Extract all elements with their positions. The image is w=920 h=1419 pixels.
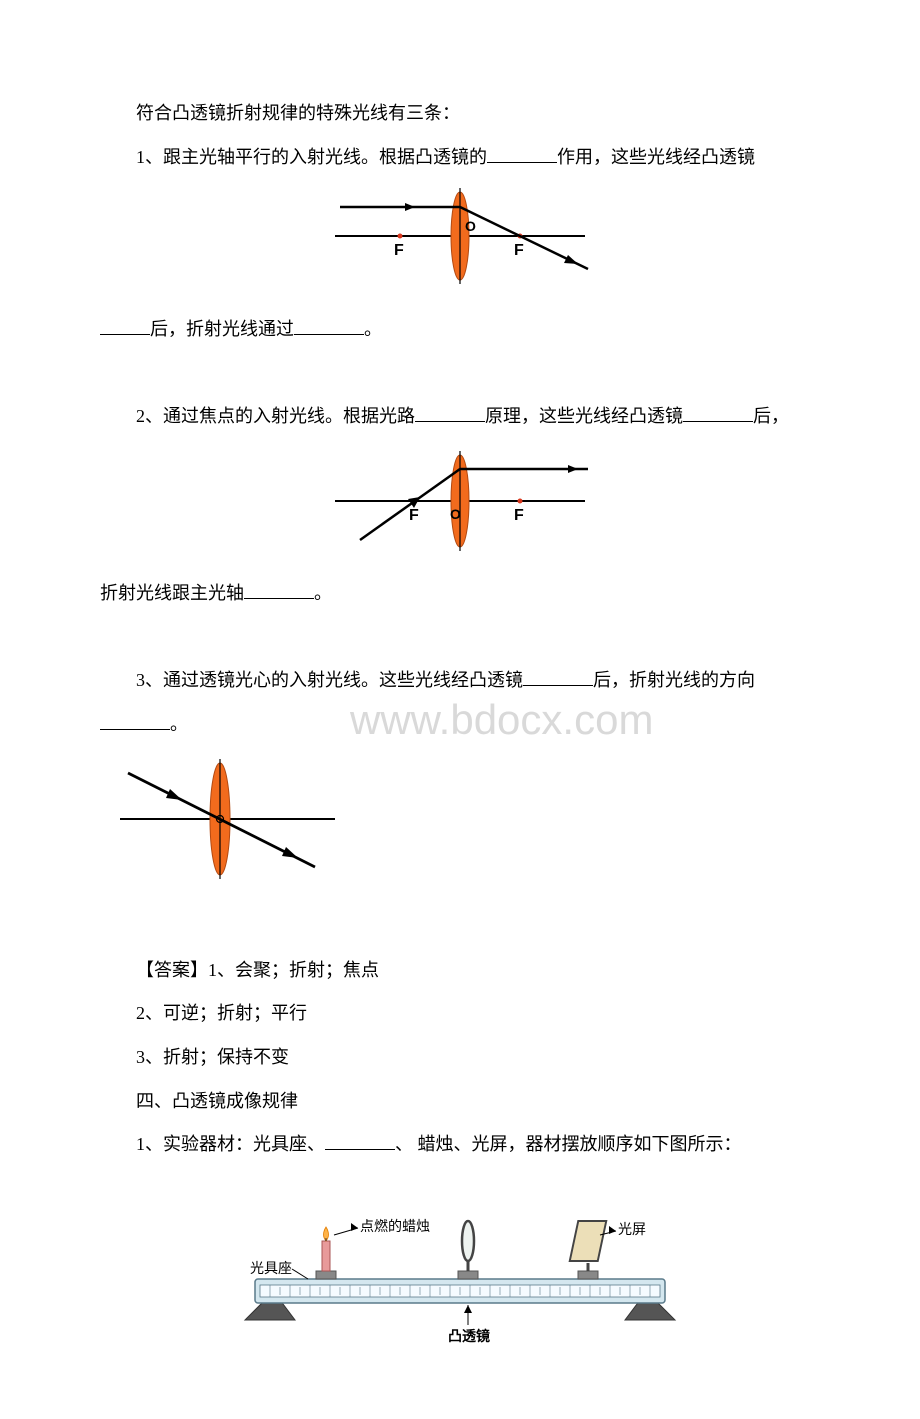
item2-line2: 折射光线跟主光轴 。 <box>100 574 820 614</box>
label-lens-bottom: 凸透镜 <box>448 1328 490 1345</box>
label-screen: 光屏 <box>618 1222 646 1238</box>
label-candle: 点燃的蜡烛 <box>360 1218 430 1235</box>
item3-line1: 3、通过透镜光心的入射光线。这些光线经凸透镜 后，折射光线的方向 <box>100 661 820 701</box>
answer-3: 3、折射；保持不变 <box>100 1038 820 1078</box>
item2-b: 原理，这些光线经凸透镜 <box>485 406 683 426</box>
item1-c: 后，折射光线通过 <box>150 319 294 339</box>
svg-text:O: O <box>450 506 461 522</box>
blank-1-2 <box>100 317 150 335</box>
blank-3-1 <box>523 668 593 686</box>
item3-c: 。 <box>170 714 188 734</box>
item2-a: 2、通过焦点的入射光线。根据光路 <box>136 406 415 426</box>
item2-d: 折射光线跟主光轴 <box>100 583 244 603</box>
diagram-1: F F O <box>100 181 820 306</box>
exp-a: 1、实验器材：光具座、 <box>136 1134 325 1154</box>
item2-line1: 2、通过焦点的入射光线。根据光路 原理，这些光线经凸透镜 后， <box>100 397 820 437</box>
diagram-2: F F O <box>100 441 820 571</box>
item3-a: 3、通过透镜光心的入射光线。这些光线经凸透镜 <box>136 670 523 690</box>
section-4: 四、凸透镜成像规律 <box>100 1082 820 1122</box>
label-F-left: F <box>394 242 404 259</box>
item1-b: 作用，这些光线经凸透镜 <box>557 147 755 167</box>
label-bench: 光具座 <box>250 1261 292 1277</box>
item1-a: 1、跟主光轴平行的入射光线。根据凸透镜的 <box>136 147 487 167</box>
intro-text: 符合凸透镜折射规律的特殊光线有三条： <box>100 94 820 134</box>
blank-2-3 <box>244 581 314 599</box>
label-F-right: F <box>514 242 524 259</box>
item3-line2: 。 <box>100 705 820 745</box>
item1-line2: 后，折射光线通过 。 <box>100 310 820 350</box>
label-O: O <box>465 218 476 234</box>
blank-1-1 <box>487 145 557 163</box>
exp-b: 、 蜡烛、光屏，器材摆放顺序如下图所示： <box>395 1134 742 1154</box>
diagram-bench: 光具座 点燃的蜡烛 光屏 凸透镜 <box>100 1185 820 1360</box>
item1-d: 。 <box>364 319 382 339</box>
item3-b: 后，折射光线的方向 <box>593 670 755 690</box>
svg-text:F: F <box>409 507 419 524</box>
item1-line1: 1、跟主光轴平行的入射光线。根据凸透镜的 作用，这些光线经凸透镜 <box>100 138 820 178</box>
blank-3-2 <box>100 712 170 730</box>
blank-1-3 <box>294 317 364 335</box>
item2-c: 后， <box>753 406 789 426</box>
item2-e: 。 <box>314 583 332 603</box>
blank-2-2 <box>683 404 753 422</box>
answer-1: 【答案】1、会聚；折射；焦点 <box>100 951 820 991</box>
svg-text:F: F <box>514 507 524 524</box>
blank-2-1 <box>415 404 485 422</box>
diagram-3 <box>100 749 820 904</box>
blank-4-1 <box>325 1132 395 1150</box>
answer-2: 2、可逆；折射；平行 <box>100 994 820 1034</box>
exp-line: 1、实验器材：光具座、 、 蜡烛、光屏，器材摆放顺序如下图所示： <box>100 1125 820 1165</box>
